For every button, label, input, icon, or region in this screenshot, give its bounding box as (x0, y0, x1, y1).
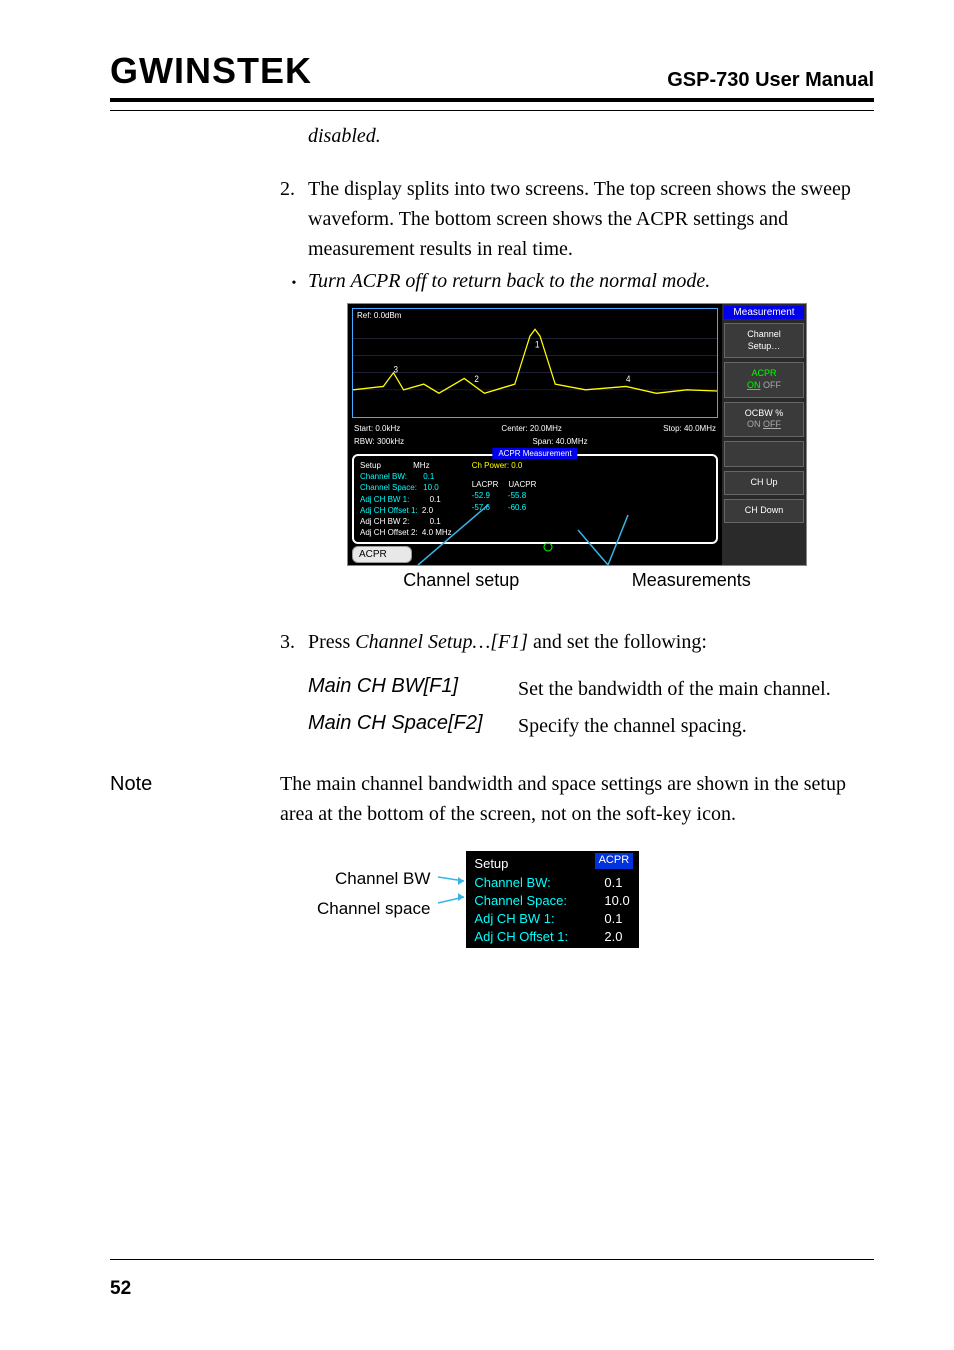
step-2-body: The display splits into two screens. The… (308, 174, 874, 264)
disabled-text: disabled. (308, 125, 874, 148)
footer-rule (110, 1259, 874, 1260)
crop-label-space: Channel space (317, 899, 430, 919)
param-row-2: Main CH Space[F2] Specify the channel sp… (308, 712, 874, 741)
freq-row-1: Start: 0.0kHz Center: 20.0MHz Stop: 40.0… (348, 422, 722, 435)
crop-header: ACPR (595, 853, 634, 868)
setup-box-title: ACPR Measurement (492, 448, 577, 459)
setup-crop-figure: Channel BW Channel space ACPR SetupMHz C… (317, 851, 667, 948)
ocbw-toggle-button[interactable]: OCBW % ON OFF (724, 402, 804, 437)
ch-up-button[interactable]: CH Up (724, 471, 804, 495)
bullet-dot-icon: • (280, 270, 308, 293)
step-2-bullet: • Turn ACPR off to return back to the no… (280, 270, 874, 293)
caption-measurements: Measurements (632, 570, 751, 591)
param-1-desc: Set the bandwidth of the main channel. (518, 675, 874, 704)
bullet-text: Turn ACPR off to return back to the norm… (308, 270, 710, 293)
screenshot-captions: Channel setup Measurements (347, 570, 807, 591)
waveform-area: Ref: 0.0dBm 3 2 1 4 (352, 308, 718, 418)
stop-freq: Stop: 40.0MHz (663, 424, 716, 433)
setup-column-right: Ch Power: 0.0 LACPRUACPR -52.9-55.8 -57.… (472, 460, 537, 538)
step-3-body: Press Channel Setup…[F1] and set the fol… (308, 627, 874, 657)
waveform-svg: 3 2 1 4 (353, 327, 717, 407)
crop-callout-labels: Channel BW Channel space (317, 851, 436, 919)
param-1-label: Main CH BW[F1] (308, 675, 518, 704)
ch-down-button[interactable]: CH Down (724, 499, 804, 523)
step-2: 2. The display splits into two screens. … (280, 174, 874, 264)
sidebar-title: Measurement (724, 306, 804, 319)
note-body: The main channel bandwidth and space set… (280, 769, 874, 829)
parameter-table: Main CH BW[F1] Set the bandwidth of the … (308, 675, 874, 741)
channel-setup-button[interactable]: Channel Setup… (724, 323, 804, 358)
marker-readout: Mkr 4 at 29.92MHz -67.1 dBm (605, 292, 712, 301)
rbw-label: RBW: 300kHz (354, 437, 404, 446)
crop-arrows (436, 851, 466, 927)
acpr-screenshot: Mkr 4 at 29.92MHz -67.1 dBm Ref: 0.0dBm … (347, 303, 807, 566)
crop-setup-panel: ACPR SetupMHz Channel BW:0.1 Channel Spa… (466, 851, 639, 948)
span-label: Span: 40.0MHz (532, 437, 587, 446)
svg-text:4: 4 (626, 373, 631, 384)
softkey-sidebar: Measurement Channel Setup… ACPR ON OFF O… (722, 304, 806, 565)
param-2-label: Main CH Space[F2] (308, 712, 518, 741)
note-label: Note (110, 769, 280, 829)
crop-label-bw: Channel BW (317, 869, 430, 889)
step-3-number: 3. (280, 627, 308, 657)
step-2-number: 2. (280, 174, 308, 264)
center-freq: Center: 20.0MHz (501, 424, 561, 433)
blank-button (724, 441, 804, 467)
page-header: GWINSTEK GSP-730 User Manual (110, 50, 874, 102)
caption-channel-setup: Channel setup (403, 570, 519, 591)
svg-text:2: 2 (474, 373, 479, 384)
screenshot-main-area: Mkr 4 at 29.92MHz -67.1 dBm Ref: 0.0dBm … (348, 304, 722, 565)
step-3: 3. Press Channel Setup…[F1] and set the … (280, 627, 874, 657)
note-block: Note The main channel bandwidth and spac… (110, 769, 874, 829)
acpr-setup-box: ACPR Measurement Setup MHz Channel BW: 0… (352, 454, 718, 544)
page-number: 52 (110, 1278, 131, 1300)
acpr-toggle-button[interactable]: ACPR ON OFF (724, 362, 804, 397)
brand-logo: GWINSTEK (110, 50, 312, 92)
ref-level-label: Ref: 0.0dBm (357, 311, 401, 320)
param-row-1: Main CH BW[F1] Set the bandwidth of the … (308, 675, 874, 704)
main-content: disabled. 2. The display splits into two… (280, 125, 874, 741)
svg-text:1: 1 (535, 339, 540, 350)
svg-text:3: 3 (393, 364, 398, 375)
freq-row-2: RBW: 300kHz Span: 40.0MHz (348, 435, 722, 448)
param-2-desc: Specify the channel spacing. (518, 712, 874, 741)
manual-title: GSP-730 User Manual (667, 69, 874, 92)
acpr-status-pill: ACPR (352, 546, 412, 563)
setup-column-left: Setup MHz Channel BW: 0.1 Channel Space:… (360, 460, 452, 538)
start-freq: Start: 0.0kHz (354, 424, 400, 433)
header-rule (110, 110, 874, 111)
